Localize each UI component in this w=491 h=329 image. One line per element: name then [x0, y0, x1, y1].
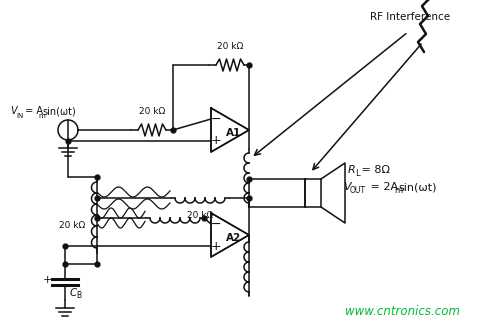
Text: V: V — [10, 106, 17, 116]
Text: = A: = A — [22, 106, 43, 116]
Text: +: + — [211, 240, 221, 252]
Text: A2: A2 — [226, 233, 242, 243]
Text: +: + — [42, 275, 52, 285]
Text: 20 kΩ: 20 kΩ — [139, 107, 165, 116]
Text: B: B — [76, 291, 81, 300]
Text: RF Interference: RF Interference — [370, 12, 450, 22]
Text: = 8Ω: = 8Ω — [358, 165, 390, 175]
Text: = 2A: = 2A — [367, 182, 398, 192]
Text: 20 kΩ: 20 kΩ — [187, 211, 213, 220]
Text: R: R — [348, 165, 356, 175]
Text: 20 kΩ: 20 kΩ — [59, 220, 85, 230]
Text: C: C — [70, 288, 77, 298]
Text: −: − — [211, 113, 221, 125]
Text: m: m — [394, 186, 402, 195]
Text: OUT: OUT — [350, 186, 366, 195]
Text: V: V — [343, 182, 351, 192]
Text: IN: IN — [16, 113, 23, 119]
Text: L: L — [355, 169, 359, 178]
Text: sin(ωt): sin(ωt) — [42, 106, 76, 116]
Text: www.cntronics.com: www.cntronics.com — [345, 305, 460, 318]
Text: sin(ωt): sin(ωt) — [398, 182, 436, 192]
Text: −: − — [211, 217, 221, 231]
Text: A1: A1 — [226, 128, 242, 138]
Text: +: + — [211, 135, 221, 147]
Text: 20 kΩ: 20 kΩ — [217, 42, 243, 51]
Text: m: m — [38, 113, 45, 119]
